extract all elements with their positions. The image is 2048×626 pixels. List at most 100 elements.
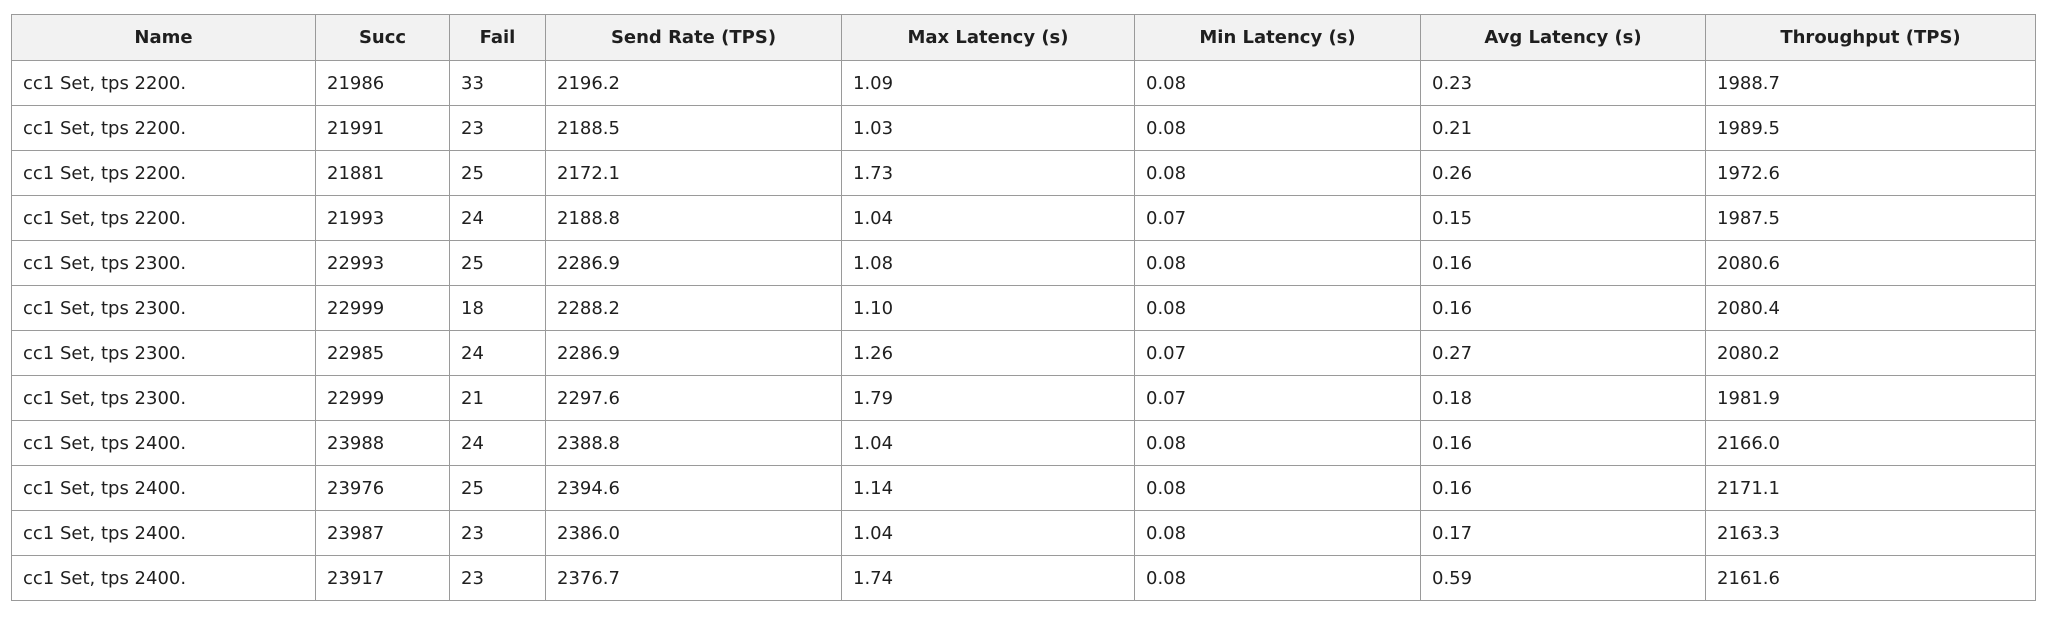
fail-cell: 24 (449, 330, 546, 376)
throughput-cell: 1988.7 (1705, 60, 2036, 106)
max-latency-cell: 1.04 (841, 195, 1135, 241)
send-rate-cell: 2388.8 (545, 420, 842, 466)
send-rate-cell: 2288.2 (545, 285, 842, 331)
column-header-max-latency: Max Latency (s) (841, 14, 1135, 61)
avg-latency-cell: 0.21 (1420, 105, 1706, 151)
throughput-cell: 2163.3 (1705, 510, 2036, 556)
fail-cell: 23 (449, 105, 546, 151)
fail-cell: 25 (449, 465, 546, 511)
column-header-min-latency: Min Latency (s) (1134, 14, 1421, 61)
max-latency-cell: 1.04 (841, 510, 1135, 556)
max-latency-cell: 1.73 (841, 150, 1135, 196)
avg-latency-cell: 0.16 (1420, 285, 1706, 331)
min-latency-cell: 0.08 (1134, 60, 1421, 106)
throughput-cell: 2080.6 (1705, 240, 2036, 286)
max-latency-cell: 1.79 (841, 375, 1135, 421)
max-latency-cell: 1.14 (841, 465, 1135, 511)
min-latency-cell: 0.08 (1134, 105, 1421, 151)
table-row: cc1 Set, tps 2300. 22985 24 2286.9 1.26 0.07 0… (11, 330, 2036, 376)
results-table: Name Succ Fail Send Rate (TPS) Max Laten… (11, 14, 2036, 601)
max-latency-cell: 1.74 (841, 555, 1135, 601)
table-row: cc1 Set, tps 2200. 21881 25 2172.1 1.73 0.08 0… (11, 150, 2036, 196)
results-table-container: Name Succ Fail Send Rate (TPS) Max Laten… (11, 14, 2036, 601)
avg-latency-cell: 0.18 (1420, 375, 1706, 421)
throughput-cell: 2080.4 (1705, 285, 2036, 331)
throughput-cell: 1989.5 (1705, 105, 2036, 151)
max-latency-cell: 1.04 (841, 420, 1135, 466)
throughput-cell: 1981.9 (1705, 375, 2036, 421)
send-rate-cell: 2297.6 (545, 375, 842, 421)
succ-cell: 23988 (315, 420, 450, 466)
name-cell: cc1 Set, tps 2400. (11, 420, 316, 466)
column-header-send-rate: Send Rate (TPS) (545, 14, 842, 61)
avg-latency-cell: 0.16 (1420, 240, 1706, 286)
name-cell: cc1 Set, tps 2400. (11, 510, 316, 556)
name-cell: cc1 Set, tps 2300. (11, 375, 316, 421)
throughput-cell: 2166.0 (1705, 420, 2036, 466)
table-row: cc1 Set, tps 2300. 22993 25 2286.9 1.08 0.08 0… (11, 240, 2036, 286)
avg-latency-cell: 0.17 (1420, 510, 1706, 556)
min-latency-cell: 0.07 (1134, 330, 1421, 376)
avg-latency-cell: 0.23 (1420, 60, 1706, 106)
throughput-cell: 2080.2 (1705, 330, 2036, 376)
table-row: cc1 Set, tps 2400. 23987 23 2386.0 1.04 0.08 0… (11, 510, 2036, 556)
fail-cell: 23 (449, 555, 546, 601)
name-cell: cc1 Set, tps 2300. (11, 330, 316, 376)
max-latency-cell: 1.03 (841, 105, 1135, 151)
send-rate-cell: 2286.9 (545, 240, 842, 286)
column-header-succ: Succ (315, 14, 450, 61)
min-latency-cell: 0.08 (1134, 465, 1421, 511)
send-rate-cell: 2376.7 (545, 555, 842, 601)
avg-latency-cell: 0.15 (1420, 195, 1706, 241)
fail-cell: 21 (449, 375, 546, 421)
table-row: cc1 Set, tps 2300. 22999 18 2288.2 1.10 0.08 0… (11, 285, 2036, 331)
min-latency-cell: 0.07 (1134, 375, 1421, 421)
max-latency-cell: 1.08 (841, 240, 1135, 286)
header-row: Name Succ Fail Send Rate (TPS) Max Laten… (11, 14, 2036, 61)
min-latency-cell: 0.08 (1134, 150, 1421, 196)
avg-latency-cell: 0.26 (1420, 150, 1706, 196)
min-latency-cell: 0.08 (1134, 240, 1421, 286)
table-body: cc1 Set, tps 2200. 21986 33 2196.2 1.09 0.08 0… (11, 60, 2036, 601)
throughput-cell: 1972.6 (1705, 150, 2036, 196)
succ-cell: 21993 (315, 195, 450, 241)
throughput-cell: 1987.5 (1705, 195, 2036, 241)
max-latency-cell: 1.10 (841, 285, 1135, 331)
table-row: cc1 Set, tps 2200. 21986 33 2196.2 1.09 0.08 0… (11, 60, 2036, 106)
name-cell: cc1 Set, tps 2300. (11, 285, 316, 331)
table-row: cc1 Set, tps 2300. 22999 21 2297.6 1.79 0.07 0… (11, 375, 2036, 421)
succ-cell: 23917 (315, 555, 450, 601)
column-header-throughput: Throughput (TPS) (1705, 14, 2036, 61)
fail-cell: 23 (449, 510, 546, 556)
fail-cell: 33 (449, 60, 546, 106)
table-row: cc1 Set, tps 2400. 23976 25 2394.6 1.14 0.08 0… (11, 465, 2036, 511)
fail-cell: 24 (449, 420, 546, 466)
succ-cell: 22999 (315, 285, 450, 331)
fail-cell: 25 (449, 240, 546, 286)
send-rate-cell: 2188.5 (545, 105, 842, 151)
avg-latency-cell: 0.27 (1420, 330, 1706, 376)
name-cell: cc1 Set, tps 2200. (11, 150, 316, 196)
avg-latency-cell: 0.16 (1420, 420, 1706, 466)
send-rate-cell: 2188.8 (545, 195, 842, 241)
succ-cell: 22993 (315, 240, 450, 286)
max-latency-cell: 1.09 (841, 60, 1135, 106)
table-row: cc1 Set, tps 2400. 23988 24 2388.8 1.04 0.08 0… (11, 420, 2036, 466)
name-cell: cc1 Set, tps 2300. (11, 240, 316, 286)
max-latency-cell: 1.26 (841, 330, 1135, 376)
succ-cell: 23976 (315, 465, 450, 511)
name-cell: cc1 Set, tps 2400. (11, 465, 316, 511)
min-latency-cell: 0.08 (1134, 420, 1421, 466)
throughput-cell: 2161.6 (1705, 555, 2036, 601)
name-cell: cc1 Set, tps 2400. (11, 555, 316, 601)
send-rate-cell: 2394.6 (545, 465, 842, 511)
min-latency-cell: 0.08 (1134, 510, 1421, 556)
succ-cell: 22999 (315, 375, 450, 421)
succ-cell: 22985 (315, 330, 450, 376)
avg-latency-cell: 0.16 (1420, 465, 1706, 511)
min-latency-cell: 0.08 (1134, 555, 1421, 601)
table-row: cc1 Set, tps 2400. 23917 23 2376.7 1.74 0.08 0… (11, 555, 2036, 601)
table-row: cc1 Set, tps 2200. 21993 24 2188.8 1.04 0.07 0… (11, 195, 2036, 241)
table-row: cc1 Set, tps 2200. 21991 23 2188.5 1.03 0.08 0… (11, 105, 2036, 151)
send-rate-cell: 2386.0 (545, 510, 842, 556)
